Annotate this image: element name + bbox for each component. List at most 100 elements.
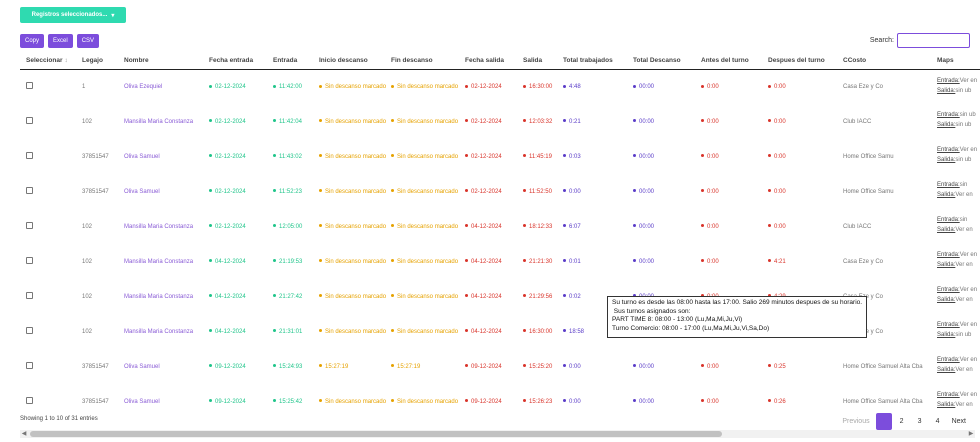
search-input[interactable] xyxy=(897,33,970,48)
status-dot-icon xyxy=(768,154,771,158)
nombre-value[interactable]: Mansilla Maria Constanza xyxy=(124,293,194,300)
maps-entrada-link[interactable]: Entrada: xyxy=(937,287,960,293)
cell-maps: Entrada:sin Salida:Ver en xyxy=(931,174,980,209)
cell-legajo: 102 xyxy=(76,279,118,314)
maps-salida-link[interactable]: Salida: xyxy=(937,262,956,268)
maps-entrada-link[interactable]: Entrada: xyxy=(937,392,960,398)
status-dot-icon xyxy=(768,294,771,298)
col-header-antes-del-turno[interactable]: Antes del turno xyxy=(695,52,762,70)
maps-entrada-link[interactable]: Entrada: xyxy=(937,322,960,328)
maps-salida-text: sin ub xyxy=(955,122,972,128)
row-checkbox[interactable] xyxy=(26,292,33,299)
maps-entrada-link[interactable]: Entrada: xyxy=(937,182,960,188)
col-header-total-trabajados[interactable]: Total trabajados xyxy=(557,52,627,70)
previous-page-button[interactable]: Previous xyxy=(842,418,870,425)
next-page-button[interactable]: Next xyxy=(951,418,966,425)
fecha-salida-value: 09-12-2024 xyxy=(471,363,502,370)
row-checkbox[interactable] xyxy=(26,362,33,369)
table-row: 37851547 Oliva Samuel 02-12-2024 11:52:23 Si… xyxy=(20,174,980,209)
csv-button[interactable]: CSV xyxy=(76,34,100,48)
row-checkbox[interactable] xyxy=(26,257,33,264)
status-dot-icon xyxy=(465,84,468,88)
maps-entrada-link[interactable]: Entrada: xyxy=(937,357,960,363)
maps-entrada-link[interactable]: Entrada: xyxy=(937,217,960,223)
nombre-value[interactable]: Mansilla Maria Constanza xyxy=(124,258,194,265)
nombre-value[interactable]: Oliva Samuel xyxy=(124,363,160,370)
horizontal-scrollbar[interactable]: ◀ ▶ xyxy=(20,430,975,438)
cell-nombre: Oliva Ezequiel xyxy=(118,69,203,104)
row-checkbox[interactable] xyxy=(26,187,33,194)
maps-salida-link[interactable]: Salida: xyxy=(937,87,956,94)
excel-button[interactable]: Excel xyxy=(48,34,73,48)
page-button-2[interactable]: 2 xyxy=(899,418,904,425)
cell-ccosto: Home Office Samu xyxy=(837,139,931,174)
cell-despues-del-turno: 0:00 xyxy=(762,174,837,209)
cell-fin-descanso: Sin descanso marcado xyxy=(385,244,459,279)
col-header-inicio-descanso[interactable]: Inicio descanso xyxy=(313,52,385,70)
status-dot-icon xyxy=(563,189,566,193)
col-header-despues-del-turno[interactable]: Despues del turno xyxy=(762,52,837,70)
status-dot-icon xyxy=(701,294,704,298)
cell-entrada: 11:42:04 xyxy=(267,104,313,139)
status-dot-icon xyxy=(768,189,771,193)
scrollbar-thumb[interactable] xyxy=(30,431,722,437)
maps-entrada-link[interactable]: Entrada: xyxy=(937,77,960,84)
maps-salida-link[interactable]: Salida: xyxy=(937,192,956,198)
row-checkbox[interactable] xyxy=(26,82,33,90)
total-trabajados-value: 6:07 xyxy=(569,223,581,230)
maps-entrada-link[interactable]: Entrada: xyxy=(937,112,960,118)
entrada-value: 21:19:53 xyxy=(279,258,303,265)
col-header-nombre[interactable]: Nombre xyxy=(118,52,203,70)
maps-salida-link[interactable]: Salida: xyxy=(937,402,956,408)
row-checkbox[interactable] xyxy=(26,397,33,404)
cell-maps: Entrada:Ver en Salida:sin ub xyxy=(931,139,980,174)
row-checkbox[interactable] xyxy=(26,117,33,124)
maps-entrada-link[interactable]: Entrada: xyxy=(937,147,960,153)
maps-salida-link[interactable]: Salida: xyxy=(937,122,956,128)
col-header-legajo[interactable]: Legajo xyxy=(76,52,118,70)
selected-records-dropdown[interactable]: Registros seleccionados... ▾ xyxy=(20,7,126,23)
page-button-3[interactable]: 3 xyxy=(917,418,922,425)
col-header-total-descanso[interactable]: Total Descanso xyxy=(627,52,695,70)
scroll-right-icon[interactable]: ▶ xyxy=(968,431,974,437)
maps-salida-link[interactable]: Salida: xyxy=(937,332,956,338)
scroll-left-icon[interactable]: ◀ xyxy=(21,431,27,437)
col-header-fecha-entrada[interactable]: Fecha entrada xyxy=(203,52,267,70)
col-header-fin-descanso[interactable]: Fin descanso xyxy=(385,52,459,70)
cell-inicio-descanso: Sin descanso marcado xyxy=(313,174,386,209)
nombre-value[interactable]: Mansilla Maria Constanza xyxy=(124,223,194,230)
maps-entrada-text: Ver en xyxy=(959,392,978,398)
col-header-fecha-salida[interactable]: Fecha salida xyxy=(459,52,517,70)
col-header-maps[interactable]: Maps xyxy=(931,52,980,70)
cell-despues-del-turno: 0:00 xyxy=(762,104,837,139)
cell-maps: Entrada:Ver en Salida:Ver en xyxy=(931,279,980,314)
cell-entrada: 11:52:23 xyxy=(267,174,313,209)
nombre-value[interactable]: Mansilla Maria Constanza xyxy=(124,118,194,125)
row-checkbox[interactable] xyxy=(26,222,33,229)
maps-salida-link[interactable]: Salida: xyxy=(937,367,956,373)
cell-fecha-entrada: 04-12-2024 xyxy=(203,244,267,279)
maps-salida-link[interactable]: Salida: xyxy=(937,297,956,303)
row-checkbox[interactable] xyxy=(26,152,33,159)
maps-entrada-link[interactable]: Entrada: xyxy=(937,252,960,258)
ccosto-value: Casa Eze y Co xyxy=(843,83,884,90)
page-button-4[interactable]: 4 xyxy=(935,418,940,425)
fecha-salida-value: 02-12-2024 xyxy=(471,118,502,125)
nombre-value[interactable]: Oliva Ezequiel xyxy=(124,83,163,90)
status-dot-icon xyxy=(563,364,566,368)
page-button-1[interactable]: 1 xyxy=(875,413,892,430)
row-checkbox[interactable] xyxy=(26,327,33,334)
search-label: Search: xyxy=(869,37,894,44)
col-header-salida[interactable]: Salida xyxy=(517,52,557,70)
col-header-ccosto[interactable]: CCosto xyxy=(837,52,931,70)
nombre-value[interactable]: Oliva Samuel xyxy=(124,398,160,405)
nombre-value[interactable]: Mansilla Maria Constanza xyxy=(124,328,194,335)
nombre-value[interactable]: Oliva Samuel xyxy=(124,153,160,160)
cell-total-trabajados: 4:48 xyxy=(557,69,627,104)
copy-button[interactable]: Copy xyxy=(20,34,45,48)
nombre-value[interactable]: Oliva Samuel xyxy=(124,188,160,195)
maps-salida-link[interactable]: Salida: xyxy=(937,157,956,163)
col-header-seleccionar[interactable]: Seleccionar ↕ xyxy=(20,52,76,70)
maps-salida-link[interactable]: Salida: xyxy=(937,227,956,233)
col-header-entrada[interactable]: Entrada xyxy=(267,52,313,70)
